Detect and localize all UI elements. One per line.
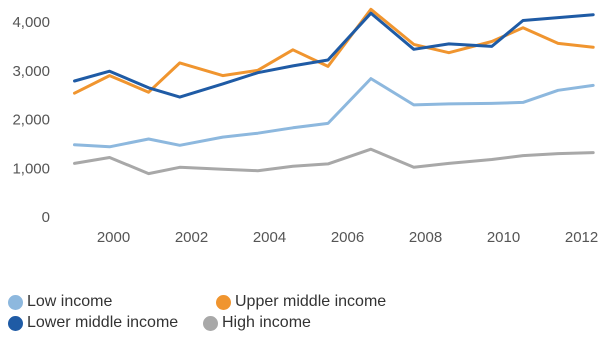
x-tick-label: 2010 — [487, 229, 520, 246]
x-axis-ticks: 2000 2002 2004 2006 2008 2010 2012 — [97, 229, 598, 246]
y-tick-label: 2,000 — [12, 112, 50, 129]
series-line-upper-middle-income — [73, 7, 595, 95]
x-tick-label: 2000 — [97, 229, 130, 246]
legend-label: Low income — [27, 293, 113, 310]
y-tick-label: 3,000 — [12, 63, 50, 80]
legend-label: Lower middle income — [27, 314, 179, 331]
series-line-high-income — [73, 147, 595, 176]
legend: Low income Upper middle income Lower mid… — [8, 292, 528, 334]
series-line-low-income — [73, 77, 595, 149]
legend-item-high-income: High income — [203, 313, 311, 333]
x-tick-label: 2006 — [331, 229, 364, 246]
x-tick-label: 2008 — [409, 229, 442, 246]
series-lines — [73, 7, 595, 176]
y-tick-label: 1,000 — [12, 160, 50, 177]
legend-item-upper-middle-income: Upper middle income — [216, 292, 386, 312]
x-tick-label: 2012 — [565, 229, 598, 246]
y-tick-label: 0 — [42, 209, 50, 226]
x-tick-label: 2002 — [175, 229, 208, 246]
legend-label: Upper middle income — [235, 293, 387, 310]
legend-label: High income — [222, 314, 311, 331]
series-line-lower-middle-income — [73, 11, 595, 99]
legend-item-lower-middle-income: Lower middle income — [8, 313, 178, 333]
legend-swatch — [203, 315, 218, 331]
legend-item-low-income: Low income — [8, 292, 112, 312]
legend-swatch — [8, 294, 23, 310]
y-tick-label: 4,000 — [12, 14, 50, 31]
x-tick-label: 2004 — [253, 229, 286, 246]
legend-swatch — [216, 294, 231, 310]
legend-swatch — [8, 315, 23, 331]
y-axis-ticks: 0 1,000 2,000 3,000 4,000 — [12, 14, 50, 226]
